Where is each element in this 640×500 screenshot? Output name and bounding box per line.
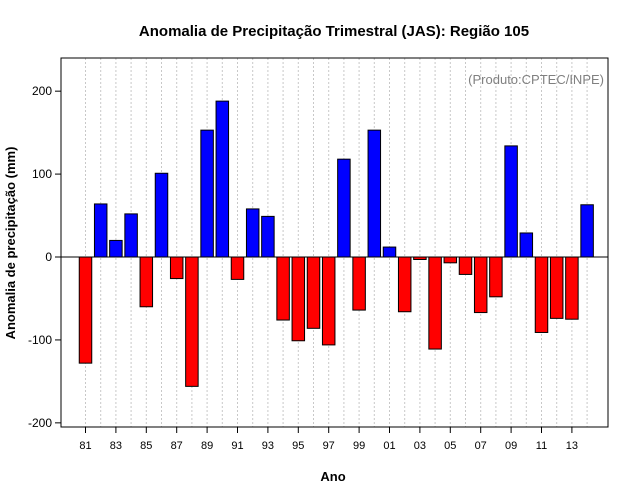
bar-2007 [473,256,488,314]
x-tick-label: 03 [414,440,426,452]
bar-1987 [169,256,184,280]
bar-1991 [230,256,245,280]
x-tick-label: 13 [566,440,578,452]
y-tick-label: 200 [32,84,52,98]
grid-lines [85,58,588,427]
x-axis: 81 83 85 87 89 91 93 95 97 99 01 03 05 07 09 11 13 [79,427,578,452]
bar-1994 [276,256,290,321]
bar-2008 [489,256,503,298]
source-annotation: (Produto:CPTEC/INPE) [468,72,604,87]
y-axis-label: Anomalia de precipitação (mm) [3,147,18,340]
x-tick-label: 85 [140,440,152,452]
bar-2004 [428,256,442,350]
x-tick-label: 01 [383,440,395,452]
x-axis-label: Ano [320,469,345,484]
bar-2010 [519,232,534,258]
y-tick-label: 0 [45,250,52,264]
x-tick-label: 95 [292,440,304,452]
bar-1999 [352,256,366,311]
y-tick-label: -100 [28,333,52,347]
bar-1992 [245,208,260,258]
bar-1982 [93,203,108,258]
y-axis: -200 -100 0 100 200 [28,84,61,430]
y-tick-label: -200 [28,416,52,430]
bar-1993 [261,215,275,258]
chart-title: Anomalia de Precipitação Trimestral (JAS… [139,23,529,40]
bar-1981 [78,256,93,364]
bar-1988 [185,256,199,387]
bar-1995 [291,256,306,342]
x-tick-label: 83 [110,440,122,452]
bar-1983 [109,239,123,258]
bar-2002 [397,256,412,313]
bar-1985 [139,256,154,308]
bar-1986 [154,172,169,258]
bar-2014 [580,204,594,258]
x-tick-label: 97 [323,440,335,452]
bar-2011 [534,256,549,333]
x-tick-label: 89 [201,440,213,452]
bar-2001 [382,246,397,258]
bars [78,100,594,387]
bar-1989 [200,129,214,258]
bar-1996 [306,256,321,329]
x-tick-label: 07 [475,440,487,452]
y-tick-label: 100 [32,167,52,181]
bar-1984 [124,213,138,258]
bar-1990 [215,100,230,258]
bar-2006 [458,256,473,275]
x-tick-label: 09 [505,440,517,452]
x-tick-label: 91 [231,440,243,452]
bar-2000 [367,129,382,258]
x-tick-label: 05 [444,440,456,452]
bar-2012 [549,256,564,319]
bar-1998 [337,158,351,258]
bar-1997 [321,256,336,346]
x-tick-label: 99 [353,440,365,452]
bar-2009 [504,145,518,258]
bar-2013 [565,256,579,320]
x-tick-label: 93 [262,440,274,452]
x-tick-label: 11 [536,440,547,452]
plot-frame [60,57,609,428]
x-tick-label: 87 [171,440,183,452]
x-tick-label: 81 [79,440,91,452]
bar-2005 [443,256,458,264]
